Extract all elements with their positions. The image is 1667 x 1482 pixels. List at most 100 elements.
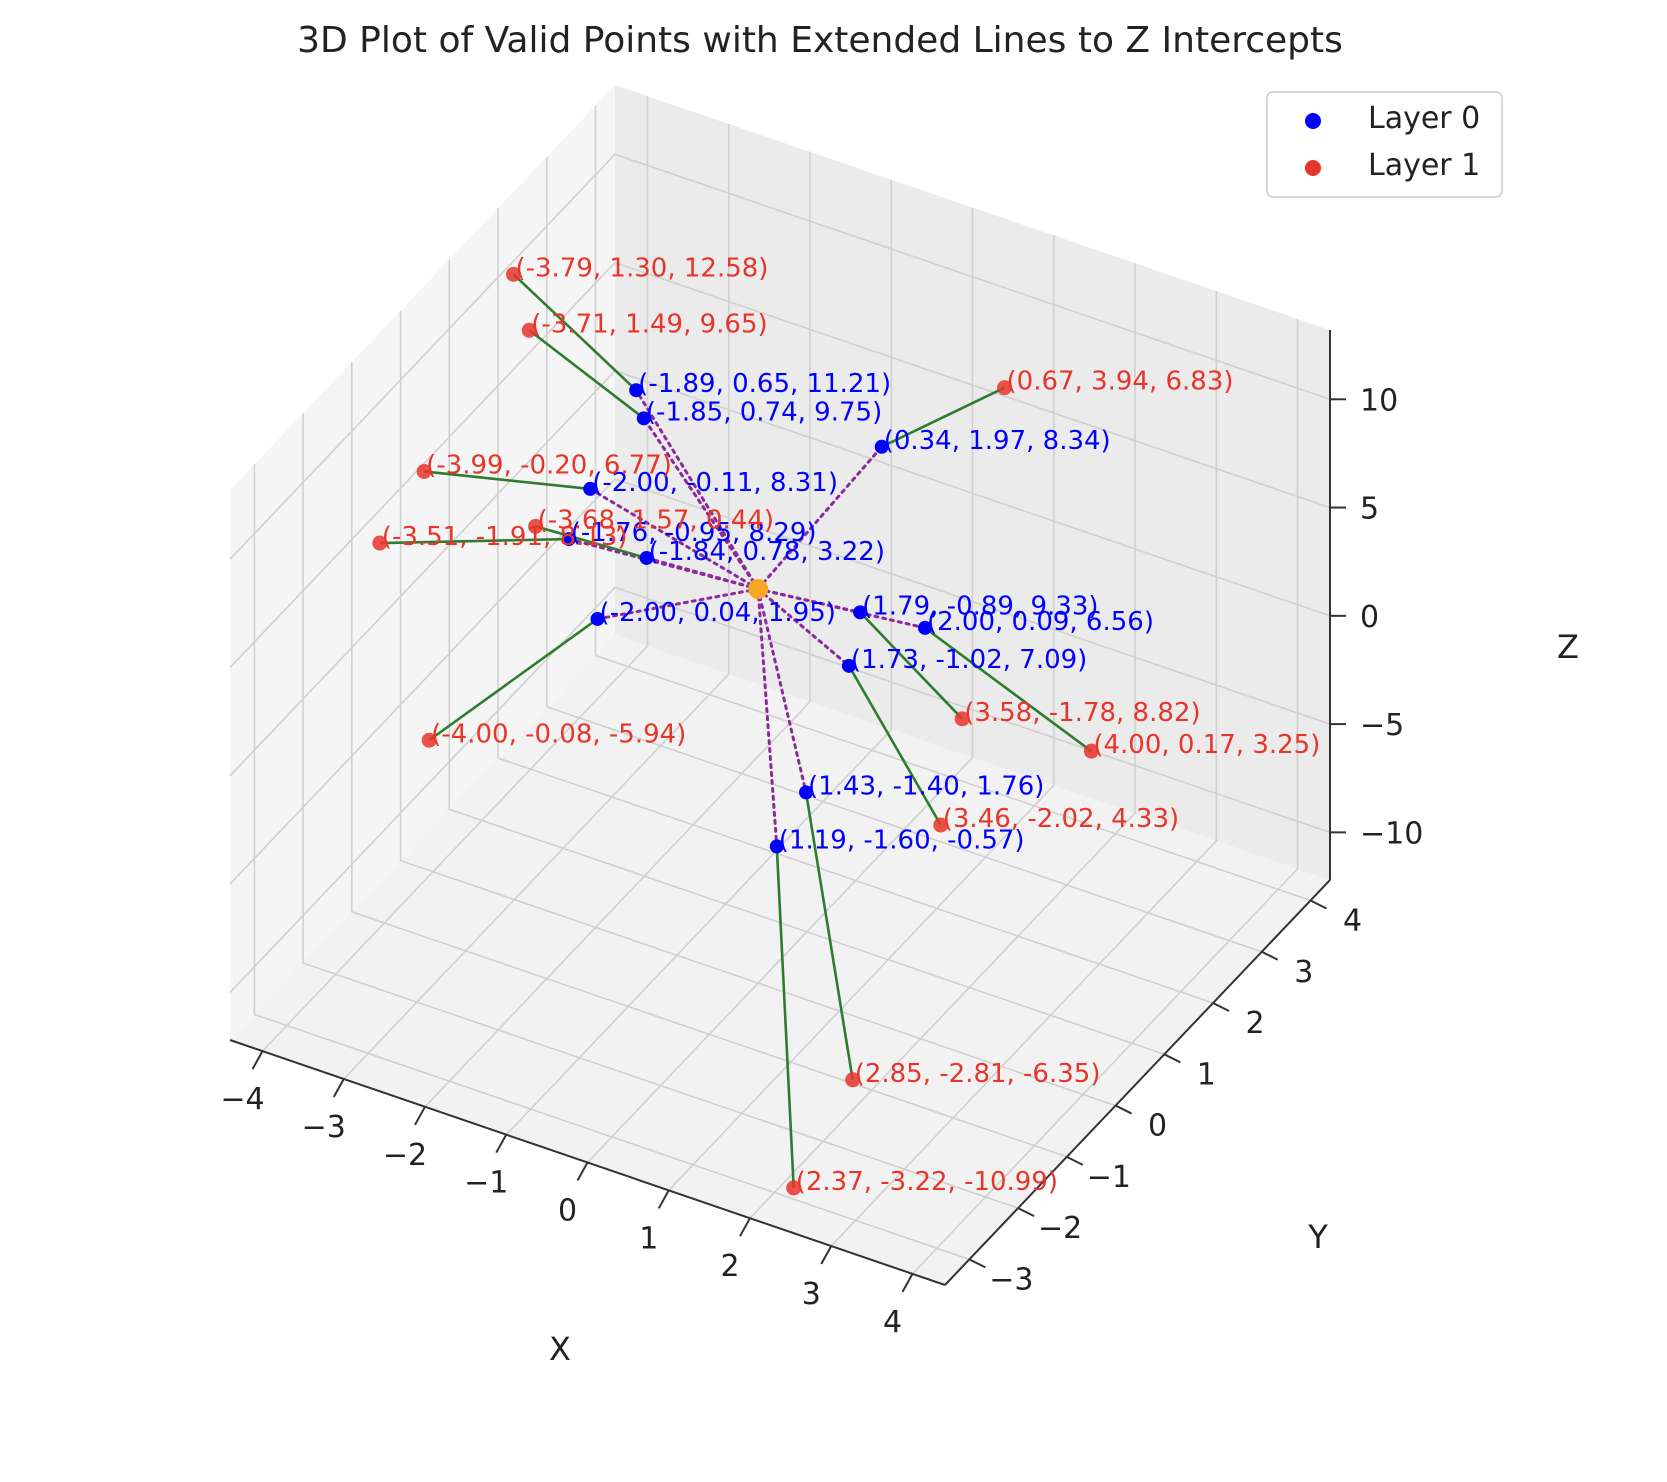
layer-1-point xyxy=(521,322,537,338)
legend-marker-layer-0 xyxy=(1305,113,1321,129)
layer-0-point-label: (-1.85, 0.74, 9.75) xyxy=(646,397,882,427)
x-tick-label: −4 xyxy=(220,1082,264,1117)
layer-0-point xyxy=(853,605,868,620)
layer-0-point-label: (1.43, -1.40, 1.76) xyxy=(808,771,1044,801)
x-gridline xyxy=(586,207,974,1164)
layer-1-point-label: (-3.68, 1.57, 0.44) xyxy=(538,505,774,535)
layer-1-point-label: (-3.79, 1.30, 12.58) xyxy=(515,253,768,283)
x-tick-mark xyxy=(820,1245,833,1265)
x-gridline xyxy=(830,291,1218,1247)
layer-0-point xyxy=(799,785,814,800)
projection-line xyxy=(756,587,927,630)
projection-line xyxy=(756,445,884,591)
projection-line xyxy=(645,556,760,591)
layer-0-point xyxy=(636,411,651,426)
point-labels: (-1.89, 0.65, 11.21)(-1.85, 0.74, 9.75)(… xyxy=(382,253,1321,1197)
z-tick-label: 10 xyxy=(1360,383,1398,418)
y-axis-label: Y xyxy=(1307,1218,1328,1256)
x-gridline xyxy=(343,124,730,1080)
layer-0-point xyxy=(769,839,784,854)
projection-line xyxy=(756,587,851,668)
y-tick-label: −1 xyxy=(1087,1160,1131,1195)
projection-line xyxy=(756,587,808,794)
layer-1-point-label: (-4.00, -0.08, -5.94) xyxy=(431,719,686,749)
layer-0-point-label: (-1.89, 0.65, 11.21) xyxy=(638,369,891,399)
layer-0-point xyxy=(874,439,889,454)
x-gridline xyxy=(749,263,1136,1219)
legend-marker-layer-1 xyxy=(1305,160,1321,176)
y-gridline xyxy=(497,208,1214,1004)
layer-0-point xyxy=(629,383,644,398)
z-gridline xyxy=(229,261,1331,669)
layer-1-point-label: (3.58, -1.78, 8.82) xyxy=(964,698,1200,728)
layer-0-point-label: (0.34, 1.97, 8.34) xyxy=(884,426,1111,456)
x-tick-mark xyxy=(332,1078,345,1098)
layer-0-point xyxy=(841,658,856,673)
z-axis-label: Z xyxy=(1557,628,1579,666)
y-tick-mark xyxy=(1017,1207,1035,1217)
layer-0-point-label: (-2.00, -0.11, 8.31) xyxy=(592,468,838,498)
y-gridline xyxy=(253,464,970,1261)
projection-line xyxy=(634,388,760,591)
extension-line xyxy=(528,329,645,420)
x-gridline xyxy=(911,318,1299,1275)
layer-1-point-label: (-3.51, -1.91, 8.13) xyxy=(382,522,628,552)
y-tick-label: 1 xyxy=(1197,1057,1216,1092)
x-tick-label: −1 xyxy=(464,1166,508,1201)
extension-line xyxy=(428,617,599,742)
y-tick-mark xyxy=(1163,1053,1181,1064)
extension-line xyxy=(847,665,942,826)
x-tick-mark xyxy=(657,1189,670,1209)
layer-0-point xyxy=(583,481,598,496)
layer-1-point-label: (4.00, 0.17, 3.25) xyxy=(1093,730,1320,760)
grid-lines xyxy=(229,96,1331,1275)
x-tick-mark xyxy=(576,1162,589,1181)
y-tick-mark xyxy=(968,1258,986,1269)
layer-0-point xyxy=(561,532,576,547)
x-tick-mark xyxy=(495,1134,508,1154)
layer-1-point xyxy=(997,380,1013,396)
y-tick-label: 2 xyxy=(1245,1006,1264,1041)
layer-1-point xyxy=(528,518,544,534)
layer-1-point xyxy=(1083,743,1099,759)
x-tick-label: 2 xyxy=(720,1249,739,1284)
extension-line xyxy=(924,626,1093,753)
layer-1-point xyxy=(421,732,437,748)
x-tick-label: −3 xyxy=(302,1110,346,1145)
x-tick-mark xyxy=(414,1106,426,1126)
y-gridline xyxy=(302,413,1019,1209)
x-tick-label: −2 xyxy=(383,1138,427,1173)
layer-0-point-label: (1.19, -1.60, -0.57) xyxy=(779,825,1025,855)
layer-0-point-label: (-1.84, 0.78, 3.22) xyxy=(649,537,885,567)
z-tick-label: −5 xyxy=(1360,708,1404,743)
extension-line xyxy=(379,537,569,545)
layer-0-point-label: (1.73, -1.02, 7.09) xyxy=(851,645,1087,675)
projection-line xyxy=(596,587,760,621)
x-tick-label: 0 xyxy=(558,1194,577,1229)
origin-point xyxy=(748,578,769,599)
y-tick-mark xyxy=(1310,899,1327,910)
y-tick-mark xyxy=(1066,1155,1084,1166)
layer-1-point-label: (2.85, -2.81, -6.35) xyxy=(855,1059,1101,1089)
extension-line xyxy=(859,611,964,720)
layer-1-point xyxy=(416,463,432,479)
projection-line xyxy=(588,487,760,591)
layer-0-point xyxy=(917,620,932,635)
y-tick-mark xyxy=(1115,1104,1133,1115)
y-tick-label: 0 xyxy=(1148,1109,1167,1144)
x-gridline xyxy=(668,235,1055,1191)
legend-box xyxy=(1266,91,1503,198)
layer-1-point xyxy=(954,711,970,727)
projection-line xyxy=(756,587,779,848)
y-tick-label: 3 xyxy=(1294,955,1313,990)
z-tick-label: 0 xyxy=(1360,600,1379,635)
layer-1-point xyxy=(786,1180,802,1196)
layer-1-point xyxy=(933,817,949,833)
connection-lines xyxy=(379,273,1093,1188)
y-tick-label: 4 xyxy=(1343,904,1362,939)
y-tick-mark xyxy=(1261,950,1279,961)
layer-1-point-label: (-3.71, 1.49, 9.65) xyxy=(531,309,767,339)
x-tick-mark xyxy=(739,1217,751,1237)
x-gridline xyxy=(261,96,649,1052)
